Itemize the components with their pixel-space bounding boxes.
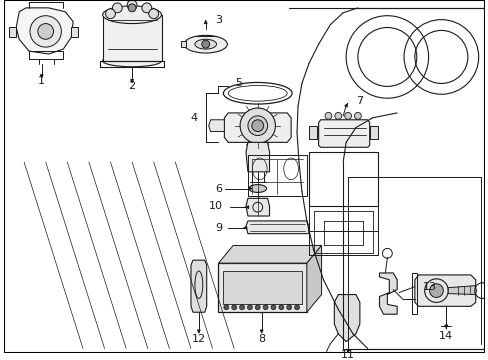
Circle shape	[247, 116, 267, 135]
Circle shape	[344, 112, 351, 119]
Polygon shape	[334, 294, 359, 342]
Polygon shape	[223, 271, 301, 304]
Text: 5: 5	[235, 78, 242, 89]
Ellipse shape	[195, 39, 216, 49]
Text: 3: 3	[215, 15, 222, 24]
Text: 7: 7	[355, 96, 362, 106]
Text: 12: 12	[191, 334, 205, 344]
Polygon shape	[71, 27, 78, 37]
Polygon shape	[16, 8, 73, 54]
Circle shape	[251, 120, 263, 131]
Circle shape	[294, 305, 299, 310]
Circle shape	[105, 9, 115, 19]
Text: 14: 14	[438, 331, 452, 341]
Polygon shape	[245, 198, 269, 216]
Polygon shape	[379, 273, 396, 314]
Text: 13: 13	[422, 282, 436, 292]
Polygon shape	[102, 15, 161, 61]
Text: 1: 1	[38, 76, 45, 86]
Polygon shape	[245, 221, 308, 234]
Ellipse shape	[248, 185, 266, 193]
Polygon shape	[191, 260, 206, 312]
Circle shape	[247, 305, 252, 310]
Ellipse shape	[102, 55, 161, 67]
Circle shape	[428, 284, 443, 297]
Polygon shape	[181, 41, 186, 47]
Text: 8: 8	[258, 334, 264, 344]
Circle shape	[148, 9, 158, 19]
Text: 6: 6	[215, 184, 222, 194]
Polygon shape	[9, 27, 16, 37]
Polygon shape	[306, 246, 321, 312]
Circle shape	[286, 305, 291, 310]
Circle shape	[270, 305, 275, 310]
Polygon shape	[308, 126, 316, 139]
Ellipse shape	[184, 35, 227, 53]
Text: 10: 10	[208, 201, 222, 211]
Circle shape	[30, 16, 61, 47]
Circle shape	[255, 305, 260, 310]
Text: 4: 4	[190, 113, 198, 123]
Ellipse shape	[102, 6, 161, 23]
Circle shape	[334, 112, 341, 119]
Circle shape	[325, 112, 331, 119]
Polygon shape	[369, 126, 377, 139]
Circle shape	[142, 3, 151, 13]
Polygon shape	[224, 113, 290, 142]
Text: 11: 11	[341, 350, 354, 360]
Circle shape	[202, 40, 209, 48]
Polygon shape	[245, 142, 269, 172]
Circle shape	[38, 23, 53, 39]
Circle shape	[354, 112, 361, 119]
Polygon shape	[447, 286, 476, 294]
Circle shape	[112, 3, 122, 13]
Circle shape	[231, 305, 236, 310]
Text: 9: 9	[215, 223, 222, 233]
Circle shape	[263, 305, 267, 310]
Polygon shape	[318, 120, 369, 147]
Text: 2: 2	[128, 81, 135, 91]
Circle shape	[240, 108, 275, 143]
Circle shape	[128, 4, 136, 12]
Polygon shape	[414, 275, 475, 306]
Circle shape	[224, 305, 228, 310]
Circle shape	[127, 0, 137, 10]
Polygon shape	[218, 246, 321, 263]
Circle shape	[239, 305, 244, 310]
Polygon shape	[208, 120, 224, 131]
Circle shape	[278, 305, 283, 310]
Polygon shape	[218, 263, 306, 312]
